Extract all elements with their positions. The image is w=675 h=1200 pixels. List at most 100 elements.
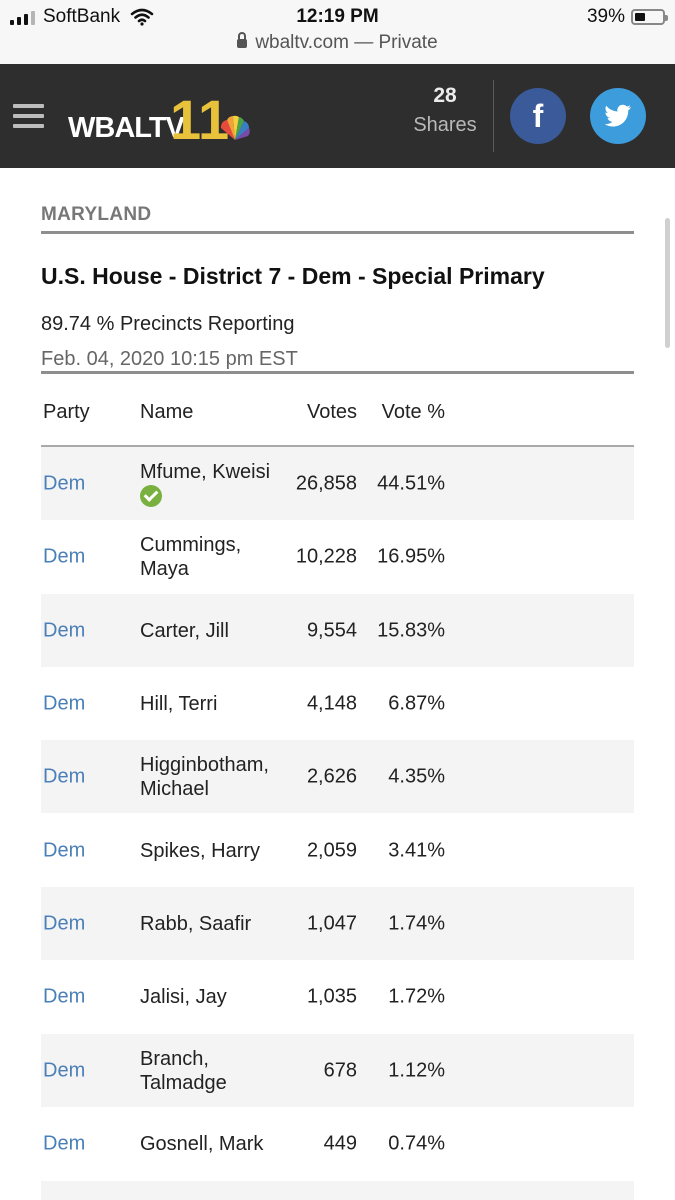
shares-count: 28 <box>433 84 457 107</box>
facebook-share-button[interactable]: f <box>510 88 566 144</box>
vote-count: 678 <box>323 1059 357 1081</box>
shares-label: Shares <box>413 114 477 136</box>
site-header: WBALTV 11 28 Shares f <box>0 64 675 168</box>
table-row: Dem Mfume, Kweisi 26,858 44.51% <box>41 447 634 520</box>
candidate-name-line2: Maya <box>140 557 189 580</box>
vote-percent: 1.74% <box>388 912 445 934</box>
candidate-name-line2: Talmadge <box>140 1071 227 1094</box>
party-link[interactable]: Dem <box>43 472 86 494</box>
table-row: Dem Spikes, Harry 2,059 3.41% <box>41 814 634 887</box>
twitter-share-button[interactable] <box>590 88 646 144</box>
vote-count: 449 <box>323 1132 357 1154</box>
vote-percent: 16.95% <box>377 545 445 567</box>
candidate-name: Mfume, Kweisi <box>140 460 290 508</box>
candidate-name-line1: Higginbotham, <box>140 753 269 776</box>
nbc-peacock-icon <box>220 115 250 140</box>
candidate-name-line1: Mfume, Kweisi <box>140 460 271 483</box>
section-divider <box>41 231 634 234</box>
vote-percent: 3.41% <box>388 839 445 861</box>
candidate-name: Gosnell, Mark <box>140 1132 264 1155</box>
battery-status: 39% <box>586 6 668 28</box>
table-row: Dem Hill, Terri 4,148 6.87% <box>41 667 634 740</box>
candidate-name: Jalisi, Jay <box>140 985 227 1008</box>
candidate-name: Spikes, Harry <box>140 839 261 862</box>
party-link[interactable]: Dem <box>43 839 86 861</box>
share-counter: 28 Shares <box>405 84 485 137</box>
clock: 12:19 PM <box>296 6 379 27</box>
page-scrollbar[interactable] <box>665 218 670 348</box>
candidate-name: Cummings, Maya <box>140 533 290 581</box>
vote-count: 4,148 <box>306 692 357 714</box>
battery-fill <box>635 13 645 21</box>
vote-percent: 15.83% <box>377 619 445 641</box>
signal-icon <box>10 10 35 25</box>
menu-icon[interactable] <box>13 104 44 134</box>
candidate-name: Hill, Terri <box>140 692 218 715</box>
vote-count: 2,059 <box>306 839 357 861</box>
precincts-reporting: 89.74 % Precincts Reporting <box>41 313 295 335</box>
twitter-icon <box>604 104 631 127</box>
table-row: Dem Branch, Talmadge 678 1.12% <box>41 1034 634 1107</box>
party-link[interactable]: Dem <box>43 1132 86 1154</box>
party-link[interactable]: Dem <box>43 765 86 787</box>
facebook-icon: f <box>532 97 544 134</box>
carrier-status: SoftBank <box>10 6 154 28</box>
col-party: Party <box>43 401 90 423</box>
lock-icon <box>237 32 248 48</box>
vote-percent: 1.12% <box>388 1059 445 1081</box>
vote-count: 1,047 <box>306 912 357 934</box>
url-text: wbaltv.com <box>255 32 349 53</box>
header-divider <box>493 80 494 152</box>
table-row: Dem Higginbotham, Michael 2,626 4.35% <box>41 740 634 813</box>
wifi-icon <box>130 8 154 26</box>
table-row: Dem Carter, Jill 9,554 15.83% <box>41 594 634 667</box>
party-link[interactable]: Dem <box>43 912 86 934</box>
battery-icon <box>631 9 668 25</box>
results-table-header: Party Name Votes Vote % <box>41 398 634 446</box>
updated-timestamp: Feb. 04, 2020 10:15 pm EST <box>41 348 298 370</box>
table-row: Dem Cummings, Maya 10,228 16.95% <box>41 520 634 593</box>
vote-count: 10,228 <box>295 545 357 567</box>
vote-percent: 44.51% <box>377 472 445 494</box>
party-link[interactable]: Dem <box>43 545 86 567</box>
col-vote-pct: Vote % <box>381 401 445 423</box>
table-row: Dem Rabb, Saafir 1,047 1.74% <box>41 887 634 960</box>
candidate-name: Higginbotham, Michael <box>140 753 290 801</box>
candidate-name: Rabb, Saafir <box>140 912 252 935</box>
candidate-name: Carter, Jill <box>140 619 229 642</box>
col-name: Name <box>140 401 194 423</box>
address-bar[interactable]: wbaltv.com — Private <box>0 32 675 54</box>
vote-count: 26,858 <box>295 472 357 494</box>
candidate-name-line1: Cummings, <box>140 533 242 556</box>
race-title: U.S. House - District 7 - Dem - Special … <box>41 263 545 289</box>
header-divider-line <box>41 371 634 374</box>
party-link[interactable]: Dem <box>43 985 86 1007</box>
logo-text: WBALTV <box>68 112 185 144</box>
candidate-name: Branch, Talmadge <box>140 1047 290 1095</box>
col-votes: Votes <box>306 401 357 423</box>
private-label: — Private <box>354 32 438 53</box>
winner-check-icon <box>140 485 162 508</box>
candidate-name-line1: Branch, <box>140 1047 209 1070</box>
party-link[interactable]: Dem <box>43 619 86 641</box>
table-row-partial <box>41 1181 634 1200</box>
status-bar: SoftBank 12:19 PM 39% wbaltv.com — Priva… <box>0 0 675 65</box>
vote-count: 1,035 <box>306 985 357 1007</box>
vote-count: 9,554 <box>306 619 357 641</box>
vote-percent: 1.72% <box>388 985 445 1007</box>
candidate-name-line2: Michael <box>140 777 209 800</box>
logo-number: 11 <box>170 88 230 151</box>
battery-percent: 39% <box>586 6 625 27</box>
party-link[interactable]: Dem <box>43 1059 86 1081</box>
wbaltv-logo[interactable]: WBALTV 11 <box>68 90 258 150</box>
vote-percent: 4.35% <box>388 765 445 787</box>
table-row: Dem Gosnell, Mark 449 0.74% <box>41 1107 634 1180</box>
carrier-name: SoftBank <box>43 6 121 27</box>
section-label: MARYLAND <box>41 204 152 225</box>
table-header-divider <box>41 445 634 447</box>
vote-percent: 0.74% <box>388 1132 445 1154</box>
party-link[interactable]: Dem <box>43 692 86 714</box>
vote-count: 2,626 <box>306 765 357 787</box>
table-row: Dem Jalisi, Jay 1,035 1.72% <box>41 960 634 1033</box>
vote-percent: 6.87% <box>388 692 445 714</box>
